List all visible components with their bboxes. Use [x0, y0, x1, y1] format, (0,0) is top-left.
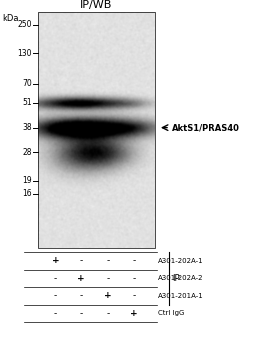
Text: A301-202A-1: A301-202A-1: [158, 258, 204, 264]
Text: +: +: [104, 291, 112, 300]
Text: -: -: [132, 274, 136, 283]
Text: -: -: [54, 291, 57, 300]
Text: 250: 250: [17, 20, 32, 29]
Text: Ctrl IgG: Ctrl IgG: [158, 310, 184, 316]
Text: 130: 130: [17, 49, 32, 58]
Text: A301-202A-2: A301-202A-2: [158, 275, 204, 281]
Text: IP/WB: IP/WB: [80, 0, 113, 10]
Text: 38: 38: [22, 123, 32, 132]
Text: A301-201A-1: A301-201A-1: [158, 293, 204, 299]
Text: -: -: [54, 274, 57, 283]
Text: -: -: [132, 291, 136, 300]
Text: -: -: [54, 309, 57, 318]
Text: -: -: [106, 256, 110, 265]
Text: kDa: kDa: [2, 14, 18, 23]
Text: +: +: [52, 256, 59, 265]
Text: 28: 28: [23, 148, 32, 157]
Text: AktS1/PRAS40: AktS1/PRAS40: [172, 123, 240, 132]
Text: +: +: [130, 309, 138, 318]
Text: 19: 19: [22, 176, 32, 185]
Text: -: -: [80, 291, 83, 300]
Text: -: -: [132, 256, 136, 265]
Text: +: +: [78, 274, 85, 283]
Text: 16: 16: [22, 189, 32, 198]
Text: 70: 70: [22, 79, 32, 88]
Text: IP: IP: [172, 274, 180, 283]
Text: -: -: [80, 256, 83, 265]
Bar: [38, 12, 155, 248]
Text: -: -: [80, 309, 83, 318]
Text: -: -: [106, 309, 110, 318]
Text: 51: 51: [22, 98, 32, 107]
Text: -: -: [106, 274, 110, 283]
